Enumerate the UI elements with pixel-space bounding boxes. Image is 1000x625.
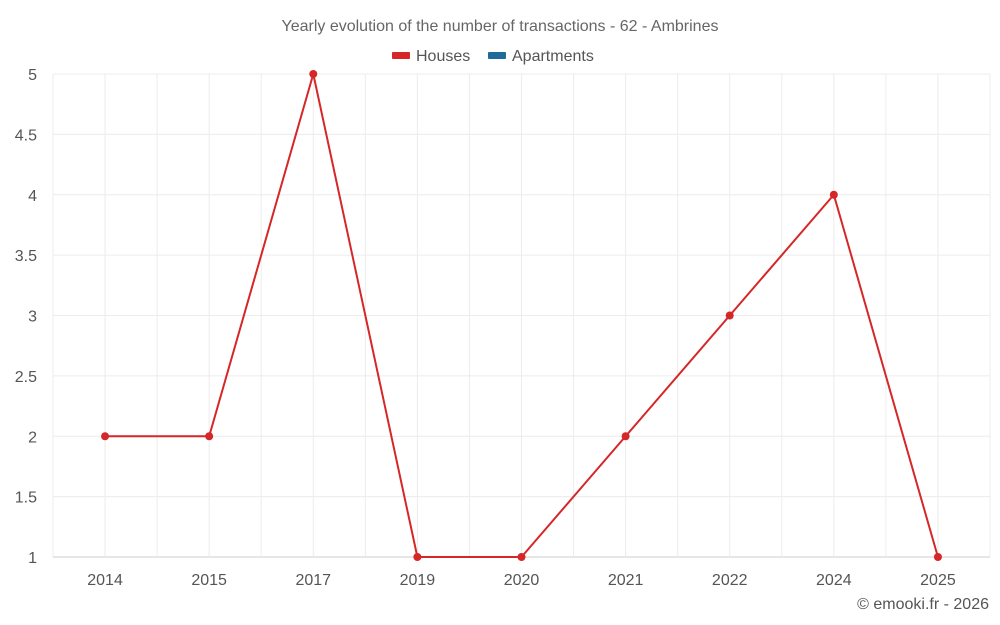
legend-swatch-houses [392,52,410,59]
data-point-houses[interactable] [725,311,734,320]
data-point-houses[interactable] [933,553,942,561]
y-tick-label: 3 [28,309,37,326]
data-point-houses[interactable] [829,190,838,199]
y-tick-label: 5 [28,67,37,84]
series-houses [101,70,942,561]
x-tick-label: 2024 [816,572,852,589]
x-tick-label: 2015 [191,572,227,589]
legend: Houses Apartments [392,48,594,65]
x-tick-label: 2021 [608,572,644,589]
y-tick-label: 1 [28,550,37,567]
y-tick-label: 2.5 [15,369,37,386]
x-tick-label: 2019 [400,572,436,589]
x-tick-label: 2022 [712,572,748,589]
legend-label-apartments: Apartments [512,48,594,65]
x-axis-ticks: 2014 2015 2017 2019 2020 2021 2022 2024 2025 [87,572,956,589]
x-tick-label: 2014 [87,572,123,589]
y-axis-ticks: 1 1.5 2 2.5 3 3.5 4 4.5 5 [15,67,37,567]
data-point-houses[interactable] [205,432,214,441]
y-tick-label: 4.5 [15,127,37,144]
x-tick-label: 2017 [295,572,331,589]
credit-text: © emooki.fr - 2026 [857,596,989,613]
y-tick-label: 1.5 [15,490,37,507]
grid [52,73,991,558]
legend-swatch-apartments [488,52,506,59]
x-tick-label: 2025 [920,572,956,589]
y-tick-label: 3.5 [15,248,37,265]
y-tick-label: 2 [28,429,37,446]
data-point-houses[interactable] [101,432,110,441]
data-point-houses[interactable] [517,553,526,561]
y-tick-label: 4 [28,188,37,205]
legend-item-apartments[interactable]: Apartments [488,48,594,65]
chart-title: Yearly evolution of the number of transa… [282,18,719,35]
data-point-houses[interactable] [413,553,422,561]
x-tick-label: 2020 [504,572,540,589]
legend-item-houses[interactable]: Houses [392,48,470,65]
data-point-houses[interactable] [309,70,318,78]
data-point-houses[interactable] [621,432,630,441]
legend-label-houses: Houses [416,48,470,65]
